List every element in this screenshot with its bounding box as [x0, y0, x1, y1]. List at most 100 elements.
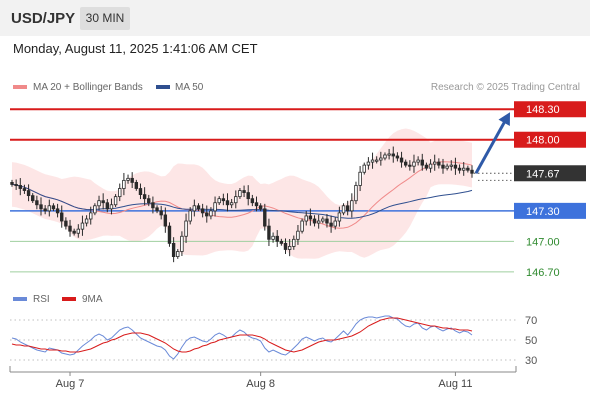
candle-body [420, 159, 424, 166]
price-label-147-00: 147.00 [526, 236, 560, 248]
price-tags: 148.30 148.00 147.67 147.30 147.00 146.70 [514, 101, 586, 279]
candle-body [337, 212, 342, 222]
candle-body [325, 218, 329, 224]
candle-body [316, 220, 321, 224]
candle-body [209, 210, 213, 217]
candle-body [395, 155, 400, 159]
bollinger-band-area [12, 128, 472, 259]
candle-body [312, 218, 317, 224]
candle-body [254, 202, 259, 207]
candle-body [354, 185, 358, 202]
candle-body [60, 212, 64, 222]
candle-body [242, 190, 246, 193]
price-levels [10, 108, 516, 273]
candle-body [399, 157, 404, 163]
price-label-146-70: 146.70 [526, 267, 560, 279]
candle-body [31, 195, 35, 202]
timeframe-button[interactable]: 30 MIN [80, 7, 130, 30]
legend-swatch-ma20 [13, 85, 27, 89]
x-tick-label: Aug 11 [438, 378, 472, 390]
candle-body [321, 218, 325, 222]
candle-body [412, 161, 416, 167]
candle-body [424, 164, 429, 169]
rsi-line [11, 315, 473, 360]
candle-body [192, 205, 197, 212]
candle-body [408, 164, 412, 167]
candle-body [225, 200, 230, 206]
candle-body [453, 164, 458, 169]
candle-body [205, 212, 209, 217]
last-price-tag [514, 165, 586, 182]
candle-body [462, 167, 466, 171]
rsi-ma-line [11, 317, 473, 353]
candle-body [333, 220, 337, 227]
candle-body [374, 159, 379, 162]
candle-body [213, 202, 217, 212]
candle-body [229, 202, 234, 206]
candle-body [449, 164, 453, 167]
candle-body [329, 222, 333, 227]
candle-body [89, 212, 93, 220]
legend: MA 20 + Bollinger Bands MA 50 Research ©… [13, 82, 580, 93]
candle-body [10, 182, 14, 185]
candle-body [383, 154, 387, 159]
legend-rsi: RSI [33, 294, 50, 305]
candle-body [263, 208, 267, 227]
candle-body [234, 196, 238, 204]
rsi-tick-label: 50 [525, 335, 537, 347]
resistance-tag [514, 101, 586, 118]
timestamp: Monday, August 11, 2025 1:41:06 AM CET [13, 41, 258, 56]
candle-body [72, 230, 76, 234]
candle-body [221, 198, 226, 202]
candle-body [109, 204, 114, 210]
instrument-title: USD/JPY [11, 10, 76, 27]
legend-ma20: MA 20 + Bollinger Bands [33, 82, 143, 93]
candle-body [147, 198, 151, 204]
candle-body [84, 218, 89, 224]
candle-body [80, 222, 85, 230]
candle-body [101, 200, 105, 204]
candle-body [118, 188, 122, 198]
candle-body [445, 165, 449, 169]
legend-swatch-rsi [13, 297, 27, 301]
price-label-148-00: 148.00 [526, 135, 560, 147]
candle-body [267, 225, 271, 240]
legend-rsi-ma: 9MA [82, 294, 103, 305]
price-label-147-67: 147.67 [526, 168, 560, 180]
candle-body [300, 220, 304, 232]
candle-body [188, 210, 192, 222]
candle-body [308, 215, 313, 220]
candle-body [387, 153, 391, 156]
candle-body [51, 205, 56, 210]
legend-swatch-rsi-ma [62, 297, 76, 301]
candle-body [47, 205, 51, 212]
candle-body [26, 190, 31, 197]
pivot-tag [514, 202, 586, 219]
candle-body [55, 208, 60, 214]
candle-body [428, 163, 433, 169]
candle-body [250, 198, 255, 204]
candle-body [416, 159, 420, 163]
candles [10, 146, 474, 263]
candle-body [142, 194, 147, 200]
forecast-arrow-head [498, 112, 510, 126]
price-chart: MA 20 + Bollinger Bands MA 50 Research ©… [9, 82, 586, 390]
candle-body [441, 164, 445, 169]
candle-body [122, 179, 126, 189]
candle-body [138, 188, 143, 196]
candle-body [370, 159, 375, 163]
candle-body [283, 242, 288, 250]
candle-body [350, 200, 354, 212]
candle-body [68, 225, 72, 232]
candle-body [105, 202, 110, 210]
candle-body [159, 210, 163, 216]
candle-body [180, 235, 184, 252]
candle-body [304, 215, 308, 222]
candle-body [403, 161, 408, 166]
x-tick-label: Aug 7 [56, 378, 85, 390]
candle-body [163, 214, 168, 227]
candle-body [184, 220, 188, 237]
x-axis: Aug 7 Aug 8 Aug 11 [9, 366, 517, 390]
candle-body [35, 200, 39, 206]
forecast-arrow [474, 112, 510, 174]
